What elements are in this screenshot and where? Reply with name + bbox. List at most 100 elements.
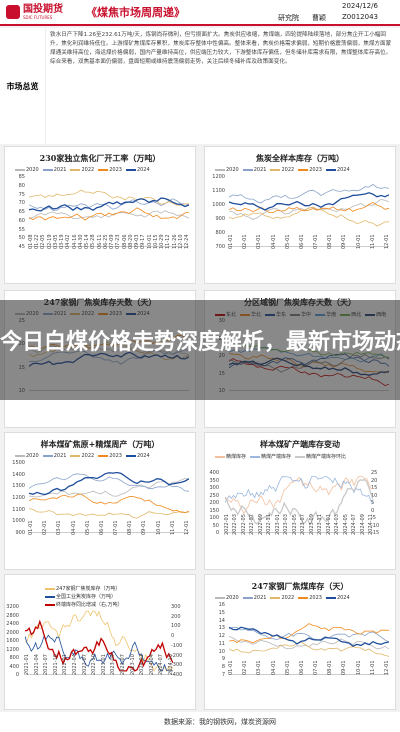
report-title: 《煤焦市场周周递》 bbox=[86, 6, 185, 19]
chart-plot-area bbox=[225, 476, 373, 533]
x-tick-label: 11-12 bbox=[165, 234, 172, 249]
x-tick-label: 11-01 bbox=[369, 660, 376, 675]
x-tick-label: 2021-07 bbox=[43, 654, 50, 675]
logo-english: SDIC FUTURES bbox=[23, 14, 53, 20]
x-tick-label: 06-25 bbox=[102, 234, 109, 249]
y-tick-label: 7 bbox=[221, 672, 225, 678]
chart-coal-mine-output: 样本煤矿焦原+精煤周产（万吨） 2020 2021 2022 2023 2024 1500… bbox=[4, 432, 196, 570]
series-line bbox=[229, 626, 389, 643]
y-tick-label: 5 bbox=[371, 500, 375, 506]
series-line bbox=[29, 471, 189, 496]
report-date: 2024/12/6 bbox=[342, 2, 378, 10]
x-tick-label: 10-01 bbox=[146, 234, 153, 249]
x-tick-label: 01-01 bbox=[28, 520, 34, 535]
x-tick-label: 06-01 bbox=[98, 520, 105, 535]
company-logo: 国投期货 SDIC FUTURES bbox=[6, 4, 76, 20]
y-tick-label: 14 bbox=[218, 617, 225, 624]
footer: 数据来源：我的钢铁网，煤炭资源网 bbox=[0, 712, 400, 732]
x-tick-label: 2022-04 bbox=[72, 654, 78, 675]
chart-legend: 精煤库存 精煤产端库存 精煤产端库存环比 bbox=[215, 453, 346, 460]
x-tick-label: 2024-01 bbox=[325, 514, 332, 535]
x-tick-label: 2022-07 bbox=[81, 654, 88, 675]
y-tick-label: 3200 bbox=[6, 604, 19, 610]
y-tick-label: 2800 bbox=[6, 612, 19, 619]
series-line bbox=[229, 641, 389, 657]
series-line bbox=[229, 626, 389, 647]
y-tick-label: 9 bbox=[221, 656, 225, 663]
legend-item: 精煤库存 bbox=[215, 453, 246, 460]
series-line bbox=[29, 197, 189, 212]
x-tick-label: 02-05 bbox=[40, 234, 47, 249]
x-tick-label: 09-01 bbox=[141, 520, 148, 535]
series-line bbox=[225, 478, 373, 526]
chart-coking-coal-days: 247家钢厂焦煤库存（天） 2020 2021 2022 2023 2024 16 15 14… bbox=[204, 574, 396, 710]
x-tick-label: 05-01 bbox=[284, 660, 291, 675]
y-tick-label: 0 bbox=[15, 672, 19, 678]
y-tick-label: 1300 bbox=[12, 483, 25, 490]
y-tick-label: 150 bbox=[209, 507, 219, 514]
x-tick-label: 05-01 bbox=[84, 520, 91, 535]
x-tick-label: 11-01 bbox=[169, 520, 176, 535]
legend-item: 终端库存同比增减（右,万吨） bbox=[45, 601, 123, 608]
y-tick-label: 65 bbox=[18, 209, 25, 215]
y-tick-label: 400 bbox=[9, 663, 19, 670]
chart-title: 样本煤矿产端库存变动 bbox=[260, 439, 340, 449]
x-tick-label: 2022-01 bbox=[224, 514, 230, 535]
y-tick-label: 0 bbox=[215, 530, 219, 536]
x-tick-label: 2022-07 bbox=[249, 514, 256, 535]
legend-item: 2020 bbox=[15, 167, 39, 173]
x-tick-label: 05-28 bbox=[90, 234, 97, 249]
series-line bbox=[29, 477, 189, 498]
x-tick-label: 2022-05 bbox=[240, 514, 247, 535]
x-tick-label: 2024-03 bbox=[334, 514, 341, 535]
y-tick-label: 1200 bbox=[12, 495, 25, 501]
x-tick-label: 10-01 bbox=[355, 234, 362, 249]
x-tick-label: 11-01 bbox=[369, 234, 376, 249]
series-line bbox=[229, 206, 389, 227]
y-tick-label: 55 bbox=[18, 226, 25, 233]
x-tick-label: 2024-05 bbox=[342, 514, 349, 535]
x-tick-label: 01-01 bbox=[228, 660, 234, 675]
market-summary: 市场总览 铁水日产下降1.26至232.61万吨/天，炼钢尚存微利，但亏损面扩大… bbox=[0, 28, 400, 144]
x-tick-label: 2024-04 bbox=[148, 654, 155, 675]
series-line bbox=[225, 476, 373, 504]
x-tick-label: 08-01 bbox=[127, 520, 134, 535]
legend-item: 2023 bbox=[298, 595, 322, 601]
report-author: 曹颖 bbox=[312, 14, 326, 22]
y-tick-label: -400 bbox=[171, 672, 183, 678]
x-tick-label: 12-01 bbox=[384, 660, 390, 675]
chart-coal-mine-stock-change: 样本煤矿产端库存变动 精煤库存 精煤产端库存 精煤产端库存环比 400 350 300 25… bbox=[204, 432, 396, 570]
x-tick-label: 03-01 bbox=[256, 660, 263, 675]
y-tick-label: 80 bbox=[18, 182, 25, 189]
legend-item: 2021 bbox=[242, 167, 266, 173]
legend-item: 2022 bbox=[70, 167, 94, 173]
series-line bbox=[229, 623, 389, 644]
chart-plot-area bbox=[229, 183, 389, 247]
y-tick-label: 75 bbox=[18, 191, 25, 198]
x-tick-label: 04-16 bbox=[71, 234, 78, 249]
series-line bbox=[229, 201, 389, 214]
y-tick-label: 350 bbox=[209, 477, 219, 484]
legend-item: 2022 bbox=[70, 453, 94, 459]
y-tick-label: 11 bbox=[218, 640, 225, 647]
y-tick-label: 85 bbox=[18, 174, 25, 180]
series-line bbox=[29, 210, 189, 220]
y-tick-label: 400 bbox=[209, 470, 219, 476]
x-tick-label: 2023-07 bbox=[120, 654, 126, 675]
y-tick-label: 10 bbox=[218, 648, 225, 655]
y-tick-label: 0 bbox=[371, 507, 375, 514]
y-tick-label: 250 bbox=[209, 492, 219, 499]
x-tick-label: 09-17 bbox=[140, 234, 147, 249]
data-source: 数据来源：我的钢铁网，煤炭资源网 bbox=[164, 718, 276, 726]
x-tick-label: 2024-11 bbox=[368, 514, 374, 535]
x-tick-label: 11-26 bbox=[171, 234, 178, 249]
x-tick-label: 12-10 bbox=[177, 234, 184, 249]
x-tick-label: 05-01 bbox=[284, 234, 291, 249]
y-tick-label: 700 bbox=[215, 244, 225, 250]
legend-item: 2024 bbox=[125, 167, 150, 173]
x-tick-label: 06-11 bbox=[96, 234, 103, 249]
y-tick-label: 100 bbox=[209, 515, 219, 521]
